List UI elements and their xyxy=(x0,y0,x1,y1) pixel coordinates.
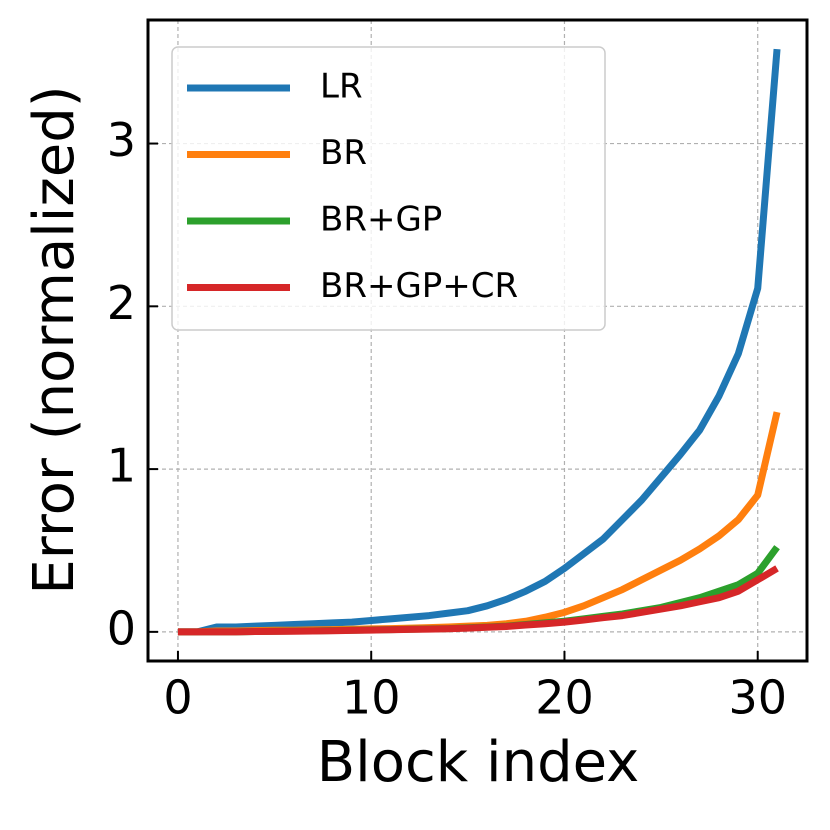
line-series xyxy=(177,48,781,636)
y-tick-label: 0 xyxy=(107,601,136,655)
line-series xyxy=(177,565,779,636)
plot-frame xyxy=(146,18,809,663)
y-tick-label: 1 xyxy=(107,439,136,493)
x-tick-label: 30 xyxy=(728,671,787,725)
x-axis-label: Block index xyxy=(317,730,639,795)
x-tick-label: 20 xyxy=(535,671,594,725)
y-tick-label: 2 xyxy=(107,276,136,330)
x-tick-label: 10 xyxy=(342,671,401,725)
y-tick-label: 3 xyxy=(107,113,136,167)
y-axis-label: Error (normalized) xyxy=(22,85,87,594)
legend-label: BR+GP xyxy=(320,200,442,240)
legend-label: LR xyxy=(320,67,363,107)
x-tick-label: 0 xyxy=(163,671,192,725)
legend-label: BR+GP+CR xyxy=(320,266,518,306)
legend-label: BR xyxy=(320,133,367,173)
legend-box xyxy=(171,46,606,331)
